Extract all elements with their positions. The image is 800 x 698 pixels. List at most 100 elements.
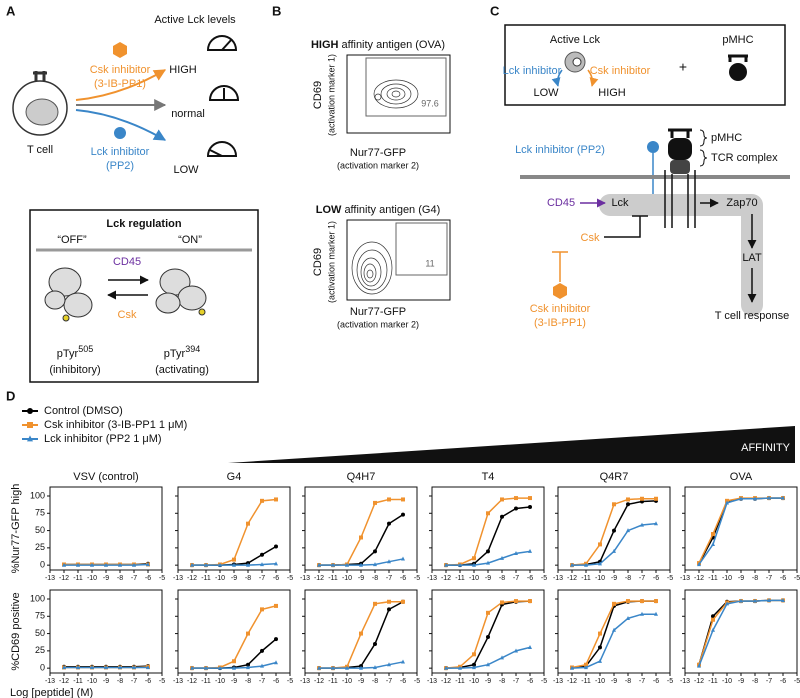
marker — [260, 607, 264, 612]
x-tick-label: -10 — [87, 575, 97, 582]
x-tick-label: -7 — [639, 575, 645, 582]
x-tick-label: -11 — [581, 575, 591, 582]
lck-icon — [572, 57, 582, 67]
plot-frame — [49, 589, 163, 674]
x-tick-label: -6 — [273, 678, 279, 685]
panel-label: A — [6, 3, 16, 18]
x-tick-label: -5 — [541, 678, 547, 685]
marker — [654, 496, 658, 501]
marker — [359, 631, 363, 636]
marker — [146, 562, 150, 567]
x-tick-label: -11 — [201, 575, 211, 582]
marker — [697, 562, 701, 567]
marker — [27, 435, 33, 442]
x-tick-label: -10 — [342, 678, 352, 685]
plot-title: HIGH affinity antigen (OVA) — [311, 39, 445, 51]
marker — [401, 659, 405, 664]
series-line — [698, 497, 783, 565]
t-cell-icon — [12, 71, 68, 136]
x-tick-label: -10 — [722, 575, 732, 582]
x-tick-label: -10 — [595, 678, 605, 685]
plot-frame — [49, 486, 163, 571]
marker — [444, 665, 448, 670]
text: Lck inhibitor (PP2) — [515, 144, 605, 156]
x-tick-label: -5 — [159, 575, 165, 582]
marker — [387, 599, 391, 604]
marker — [472, 662, 476, 667]
chart-title: G4 — [227, 471, 242, 483]
x-tick-label: -9 — [231, 678, 237, 685]
x-tick-label: -7 — [131, 575, 137, 582]
marker — [570, 665, 574, 670]
regulation-box: Lck regulation “OFF” “ON” CD45 Csk pTyr5… — [29, 209, 259, 383]
marker — [260, 663, 264, 668]
text: HIGH — [598, 87, 626, 99]
text: Csk inhibitor — [590, 65, 651, 77]
text: AFFINITY — [741, 442, 791, 454]
x-tick-label: -12 — [314, 678, 324, 685]
marker — [626, 615, 630, 620]
marker — [500, 555, 504, 560]
marker — [331, 665, 335, 670]
marker — [739, 496, 743, 501]
text: CD45 — [113, 256, 141, 268]
marker — [753, 496, 757, 501]
marker — [612, 528, 616, 533]
marker — [401, 512, 405, 517]
arrow — [587, 69, 599, 87]
x-tick-label: -8 — [625, 575, 631, 582]
marker — [612, 601, 616, 606]
marker — [500, 600, 504, 605]
pathway-highlight — [599, 194, 763, 316]
x-tick-label: -8 — [625, 678, 631, 685]
marker — [514, 506, 518, 511]
marker — [486, 662, 490, 667]
x-tick-label: -11 — [581, 678, 591, 685]
axis-label: Nur77-GFP — [350, 147, 406, 159]
series-line — [698, 497, 783, 564]
marker — [472, 562, 476, 567]
marker — [317, 562, 321, 567]
marker — [359, 535, 363, 540]
marker — [584, 665, 588, 670]
inhibitor-icon — [113, 42, 127, 58]
y-tick-label: 0 — [40, 663, 45, 673]
panel-d: D AFFINITY — [6, 388, 795, 463]
marker — [232, 665, 236, 670]
y-tick-label: 100 — [30, 490, 45, 500]
marker — [246, 662, 250, 667]
marker — [472, 556, 476, 561]
x-tick-label: -13 — [173, 678, 183, 685]
x-tick-label: -7 — [131, 678, 137, 685]
chart-title: VSV (control) — [73, 471, 138, 483]
marker — [274, 603, 278, 608]
marker — [246, 665, 250, 670]
marker — [444, 562, 448, 567]
text: Csk — [118, 309, 137, 321]
marker — [486, 511, 490, 516]
text: (activating) — [155, 364, 209, 376]
marker — [598, 631, 602, 636]
gate-value: 97.6 — [421, 98, 439, 108]
legend-label: Control (DMSO) — [44, 405, 123, 417]
inhibition — [645, 153, 661, 197]
x-tick-label: -10 — [87, 678, 97, 685]
y-axis-label: %Nur77-GFP high — [10, 484, 22, 574]
x-tick-label: -7 — [386, 678, 392, 685]
x-tick-label: -10 — [469, 678, 479, 685]
marker — [345, 665, 349, 670]
marker — [260, 498, 264, 503]
axis-label: (activation marker 1) — [326, 54, 336, 136]
text: Lck regulation — [106, 218, 181, 230]
marker — [274, 544, 278, 549]
marker — [104, 562, 108, 567]
marker — [387, 497, 391, 502]
chart-title: T4 — [482, 471, 495, 483]
text: (3-IB-PP1) — [94, 78, 146, 90]
marker — [387, 521, 391, 526]
marker — [274, 637, 278, 642]
marker — [528, 548, 532, 553]
x-tick-label: -7 — [766, 678, 772, 685]
plot-title: LOW affinity antigen (G4) — [316, 204, 440, 216]
arrow — [75, 69, 167, 101]
